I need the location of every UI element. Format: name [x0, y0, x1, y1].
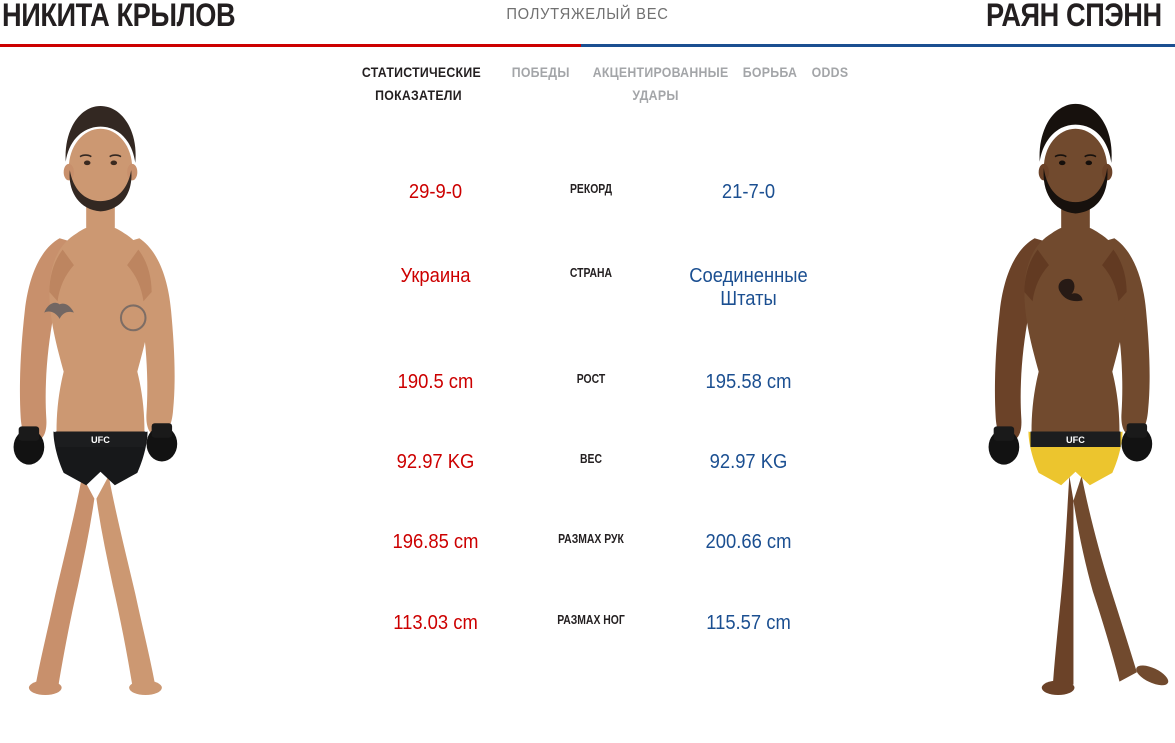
svg-text:UFC: UFC [1066, 435, 1085, 445]
svg-text:UFC: UFC [91, 435, 110, 445]
